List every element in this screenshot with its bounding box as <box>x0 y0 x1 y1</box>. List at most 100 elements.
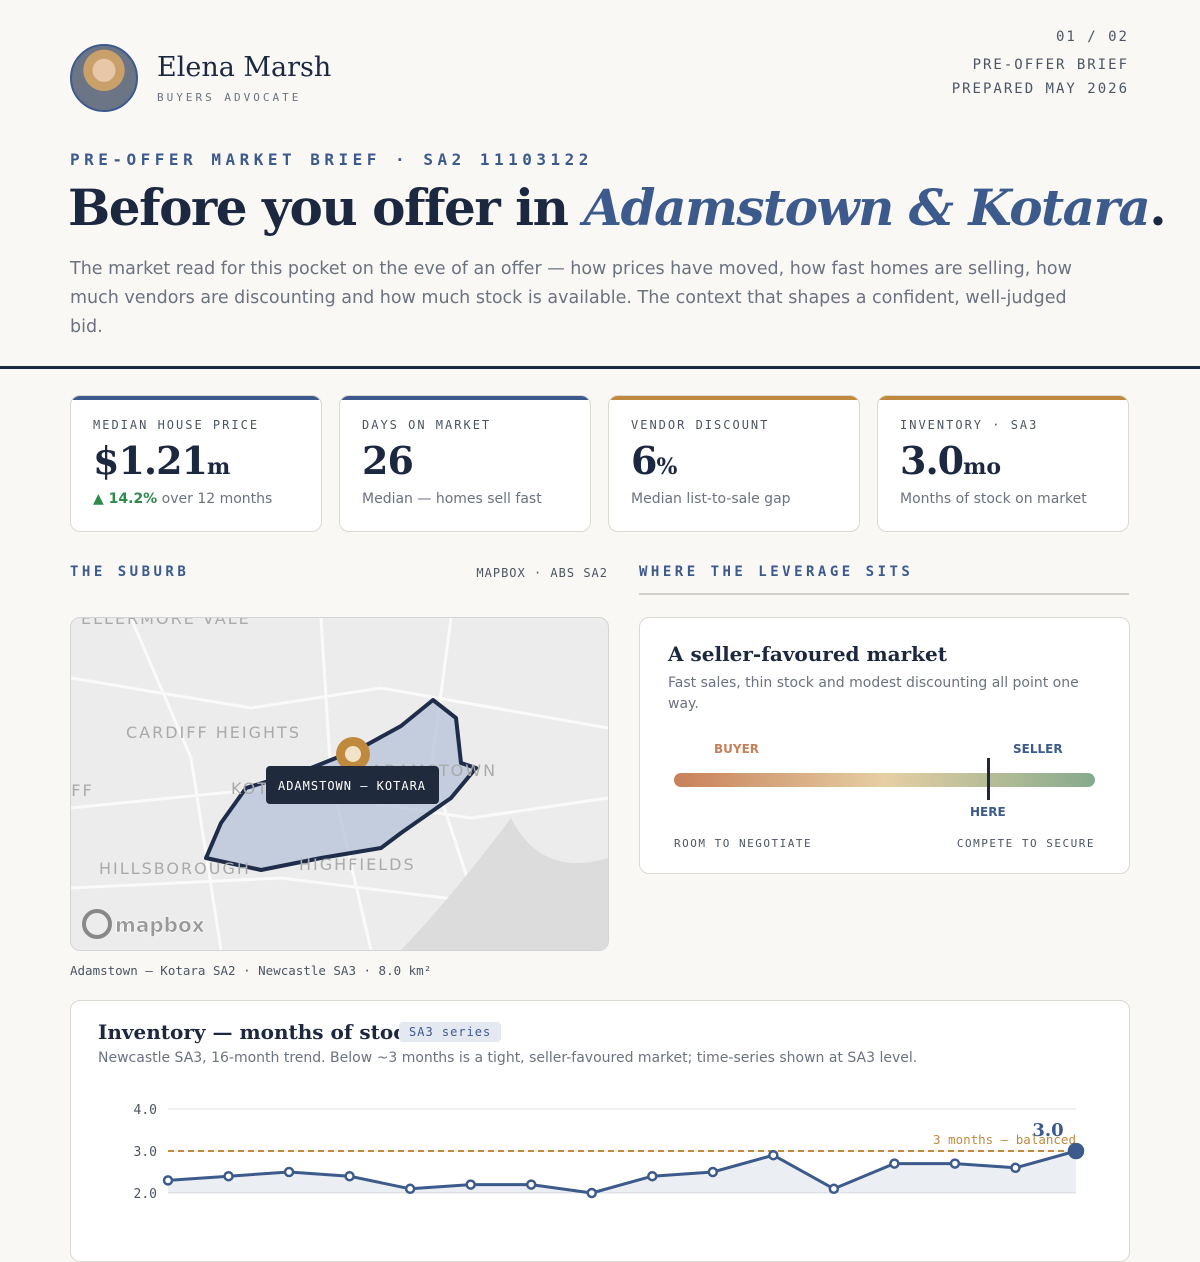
prepared-date: PREPARED MAY 2026 <box>951 81 1129 97</box>
place-label: CARDIFF <box>71 781 94 800</box>
point <box>525 1179 537 1190</box>
kpi-note-text: Months of stock on market <box>900 491 1087 507</box>
map-source: MAPBOX · ABS SA2 <box>476 566 608 580</box>
point <box>344 1170 355 1182</box>
card-accent <box>340 396 590 400</box>
kpi-label: INVENTORY · SA3 <box>900 418 1039 432</box>
place-label: HIGHFIELDS <box>299 855 416 874</box>
chart-title: Inventory — months of stock <box>98 1020 420 1044</box>
scale-marker <box>987 758 990 800</box>
kpi-note-text: over 12 months <box>161 491 273 507</box>
doc-type: PRE-OFFER BRIEF <box>972 57 1129 73</box>
kpi-note: ▲ 14.2% over 12 months <box>93 491 272 507</box>
point <box>1067 1142 1085 1160</box>
scale-left-note: ROOM TO NEGOTIATE <box>674 837 813 850</box>
page-number: 01 / 02 <box>1055 29 1129 45</box>
kpi-label: MEDIAN HOUSE PRICE <box>93 418 260 432</box>
scale-left: BUYER <box>714 742 760 756</box>
kpi-label: DAYS ON MARKET <box>362 418 492 432</box>
kpi-unit: % <box>656 454 678 480</box>
chart-subtitle: Newcastle SA3, 16-month trend. Below ~3 … <box>98 1050 918 1066</box>
y-tick-label: 4.0 <box>134 1103 157 1118</box>
kpi-value: $1.21m <box>93 438 230 483</box>
pin-label: ADAMSTOWN – KOTARA <box>278 779 426 793</box>
map: ELLERMORE VALE CARDIFF HEIGHTS CARDIFF K… <box>70 617 609 951</box>
mapbox-logo-text: mapbox <box>115 913 205 937</box>
scale-bar <box>674 773 1095 787</box>
card-accent <box>609 396 859 400</box>
section-heading: THE SUBURB <box>70 564 190 580</box>
kpi-number: 3.0 <box>900 438 964 483</box>
mapbox-logo <box>82 909 112 939</box>
pin-label-box <box>266 766 439 804</box>
point <box>1010 1162 1021 1174</box>
point <box>949 1158 961 1169</box>
kpi-note: Months of stock on market <box>900 491 1087 507</box>
eyebrow: PRE-OFFER MARKET BRIEF · SA2 11103122 <box>70 150 593 169</box>
headline-place: Adamstown & Kotara <box>583 178 1150 237</box>
scale-right-note: COMPETE TO SECURE <box>956 837 1095 850</box>
point <box>283 1166 295 1178</box>
point <box>162 1175 174 1186</box>
map-caption: Adamstown – Kotara SA2 · Newcastle SA3 ·… <box>70 963 432 978</box>
y-tick-label: 2.0 <box>134 1187 157 1200</box>
leverage-card: A seller-favoured market Fast sales, thi… <box>639 617 1130 874</box>
point <box>647 1170 658 1182</box>
kpi-note-text: Median list-to-sale gap <box>631 491 791 507</box>
kpi-card: MEDIAN HOUSE PRICE $1.21m ▲ 14.2% over 12 … <box>70 395 322 532</box>
kpi-note-text: Median — homes sell fast <box>362 491 542 507</box>
divider <box>0 366 1200 369</box>
point <box>404 1183 416 1195</box>
advocate-role: BUYERS ADVOCATE <box>157 91 302 104</box>
y-tick-label: 3.0 <box>134 1145 157 1160</box>
point <box>586 1187 597 1199</box>
place-label: HILLSBOROUGH <box>99 859 251 878</box>
point <box>768 1149 779 1161</box>
kpi-change: ▲ 14.2% <box>93 491 158 507</box>
map-labels: ELLERMORE VALE CARDIFF HEIGHTS CARDIFF K… <box>71 618 495 878</box>
advocate-name: Elena Marsh <box>157 52 332 83</box>
leverage-text: Fast sales, thin stock and modest discou… <box>668 675 1079 712</box>
kpi-label: VENDOR DISCOUNT <box>631 418 770 432</box>
kpi-unit: m <box>207 454 231 480</box>
line <box>167 1149 1077 1195</box>
headline-end: . <box>1149 178 1166 237</box>
kpi-card: DAYS ON MARKET 26 Median — homes sell fast <box>339 395 591 532</box>
kpi-value: 3.0mo <box>900 438 1001 483</box>
lede: The market read for this pocket on the e… <box>70 259 1072 337</box>
point <box>223 1170 234 1182</box>
kpi-note: Median list-to-sale gap <box>631 491 791 507</box>
kpi-card: INVENTORY · SA3 3.0mo Months of stock on m… <box>877 395 1129 532</box>
headline: Before you offer in Adamstown & Kotara. <box>68 178 1167 237</box>
scale-right: SELLER <box>1013 742 1063 756</box>
kpi-card: VENDOR DISCOUNT 6% Median list-to-sale gap <box>608 395 860 532</box>
map-canvas: ELLERMORE VALE CARDIFF HEIGHTS CARDIFF K… <box>71 618 608 950</box>
section-heading: WHERE THE LEVERAGE SITS <box>639 564 914 580</box>
section-rule <box>639 593 1129 595</box>
page: Elena Marsh BUYERS ADVOCATE 01 / 02 PRE-… <box>0 29 1200 1262</box>
point <box>889 1158 900 1169</box>
place-label: ELLERMORE VALE <box>81 618 251 628</box>
value-label: 3.0 <box>1032 1120 1063 1141</box>
kpi-number: $1.21 <box>93 438 208 483</box>
leverage-title: A seller-favoured market <box>668 642 947 666</box>
water <box>401 818 608 950</box>
kpi-value: 26 <box>362 438 414 483</box>
pin-dot <box>345 746 361 762</box>
point <box>465 1179 476 1190</box>
kpi-number: 6 <box>631 438 657 483</box>
reference-label: 3 months — balanced <box>933 1132 1076 1147</box>
place-label: CARDIFF HEIGHTS <box>126 723 301 742</box>
avatar <box>70 44 138 112</box>
kpi-note: Median — homes sell fast <box>362 491 542 507</box>
scale-marker-label: HERE <box>970 805 1006 819</box>
kpi-value: 6% <box>631 438 677 483</box>
point <box>828 1183 840 1195</box>
chart-badge: SA3 series <box>399 1022 502 1042</box>
kpi-unit: mo <box>963 454 1002 480</box>
card-accent <box>878 396 1128 400</box>
card-accent <box>71 396 321 400</box>
point <box>707 1166 719 1178</box>
kpi-number: 26 <box>362 438 414 483</box>
